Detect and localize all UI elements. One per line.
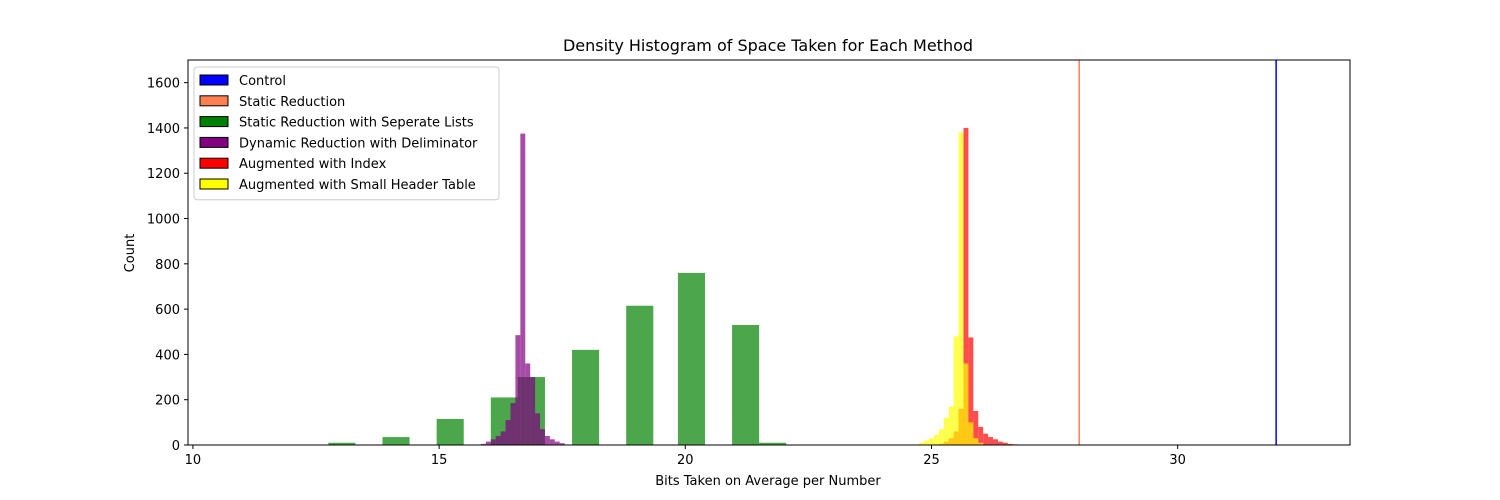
bar-dynamic-reduction-with-deliminator-11 <box>535 413 541 445</box>
bar-static-reduction-with-seperate-lists-8 <box>732 324 760 445</box>
bar-augmented-with-index-14 <box>1007 443 1013 445</box>
legend-label-dynamic-reduction-with-deliminator: Dynamic Reduction with Deliminator <box>239 136 478 151</box>
bar-static-reduction-with-seperate-lists-2 <box>436 418 464 445</box>
bar-dynamic-reduction-with-deliminator-4 <box>500 431 506 445</box>
bar-dynamic-reduction-with-deliminator-10 <box>530 377 536 445</box>
bar-augmented-with-small-header-table-3 <box>933 434 939 445</box>
y-tick-label-7: 1400 <box>147 122 180 137</box>
y-axis-title: Count <box>123 234 138 273</box>
y-tick-label-3: 600 <box>155 303 180 318</box>
bar-dynamic-reduction-with-deliminator-3 <box>495 435 501 445</box>
bar-augmented-with-index-11 <box>993 439 998 445</box>
legend-label-augmented-with-index: Augmented with Index <box>239 157 387 172</box>
bar-augmented-with-small-header-table-1 <box>924 440 930 445</box>
y-tick-label-2: 400 <box>155 348 180 363</box>
bar-augmented-with-small-header-table-8 <box>958 132 964 445</box>
bar-dynamic-reduction-with-deliminator-0 <box>480 443 486 445</box>
legend-label-static-reduction: Static Reduction <box>239 95 345 110</box>
bar-augmented-with-index-6 <box>968 337 974 445</box>
bar-augmented-with-small-header-table-9 <box>963 363 969 445</box>
bar-augmented-with-small-header-table-2 <box>929 438 934 445</box>
x-axis-title: Bits Taken on Average per Number <box>655 474 881 489</box>
bar-augmented-with-index-7 <box>973 411 979 445</box>
legend-swatch-control <box>199 74 229 86</box>
y-tick-label-4: 800 <box>155 258 180 273</box>
bar-augmented-with-index-12 <box>997 441 1003 445</box>
bar-augmented-with-small-header-table-10 <box>968 422 974 445</box>
x-tick-label-0: 10 <box>185 453 202 468</box>
legend-label-static-reduction-with-seperate-lists: Static Reduction with Seperate Lists <box>239 116 474 131</box>
y-tick-label-5: 1000 <box>147 213 180 228</box>
bar-dynamic-reduction-with-deliminator-16 <box>559 443 565 445</box>
x-tick-label-2: 20 <box>677 453 694 468</box>
bar-static-reduction-with-seperate-lists-1 <box>382 437 410 445</box>
legend-swatch-static-reduction <box>199 95 229 107</box>
bar-dynamic-reduction-with-deliminator-6 <box>510 403 516 445</box>
bar-static-reduction-with-seperate-lists-7 <box>677 272 705 445</box>
legend-swatch-static-reduction-with-seperate-lists <box>199 116 229 128</box>
bar-augmented-with-index-8 <box>978 426 984 445</box>
x-tick-label-3: 25 <box>923 453 940 468</box>
x-tick-label-1: 15 <box>431 453 448 468</box>
bar-dynamic-reduction-with-deliminator-2 <box>490 439 496 445</box>
bar-dynamic-reduction-with-deliminator-13 <box>544 435 550 445</box>
bar-augmented-with-small-header-table-7 <box>953 336 959 445</box>
y-tick-label-0: 0 <box>172 439 180 454</box>
legend-swatch-augmented-with-index <box>199 157 229 169</box>
bar-augmented-with-small-header-table-5 <box>943 417 949 445</box>
legend-swatch-augmented-with-small-header-table <box>199 178 229 190</box>
bar-augmented-with-index-10 <box>988 437 994 445</box>
bar-augmented-with-index-5 <box>963 127 969 446</box>
legend-label-control: Control <box>239 74 286 89</box>
x-tick-label-4: 30 <box>1169 453 1186 468</box>
legend-label-augmented-with-small-header-table: Augmented with Small Header Table <box>239 178 476 193</box>
bar-augmented-with-index-9 <box>983 433 989 445</box>
bar-static-reduction-with-seperate-lists-5 <box>572 349 600 445</box>
y-tick-label-8: 1600 <box>147 77 180 92</box>
y-tick-label-6: 1200 <box>147 167 180 182</box>
bar-dynamic-reduction-with-deliminator-7 <box>515 335 521 445</box>
bar-static-reduction-with-seperate-lists-0 <box>328 442 356 445</box>
bar-augmented-with-small-header-table-6 <box>948 406 954 445</box>
plot-area <box>328 60 1277 446</box>
bar-static-reduction-with-seperate-lists-6 <box>626 305 654 445</box>
bar-augmented-with-small-header-table-4 <box>938 429 944 445</box>
bar-augmented-with-index-13 <box>1002 442 1008 445</box>
legend-swatch-dynamic-reduction-with-deliminator <box>199 136 229 148</box>
bar-static-reduction-with-seperate-lists-9 <box>759 442 787 445</box>
bar-dynamic-reduction-with-deliminator-12 <box>540 429 545 445</box>
axes: 10 15 20 25 30 0 200 400 600 800 1000 1200 1400 1600 <box>147 59 1351 468</box>
bar-dynamic-reduction-with-deliminator-5 <box>505 420 511 445</box>
legend-box <box>193 66 500 201</box>
bar-dynamic-reduction-with-deliminator-1 <box>485 441 491 445</box>
bar-dynamic-reduction-with-deliminator-8 <box>520 133 526 445</box>
y-tick-label-1: 200 <box>155 394 180 409</box>
chart-title: Density Histogram of Space Taken for Eac… <box>563 36 973 55</box>
bar-dynamic-reduction-with-deliminator-14 <box>549 439 555 445</box>
bar-dynamic-reduction-with-deliminator-9 <box>525 363 531 445</box>
bar-augmented-with-small-header-table-0 <box>919 442 925 445</box>
bar-augmented-with-small-header-table-12 <box>978 442 984 445</box>
bar-augmented-with-small-header-table-11 <box>973 438 979 445</box>
bar-dynamic-reduction-with-deliminator-15 <box>554 441 560 445</box>
plot-frame <box>187 59 1351 446</box>
legend: Control Static Reduction Static Reduction … <box>193 66 500 201</box>
